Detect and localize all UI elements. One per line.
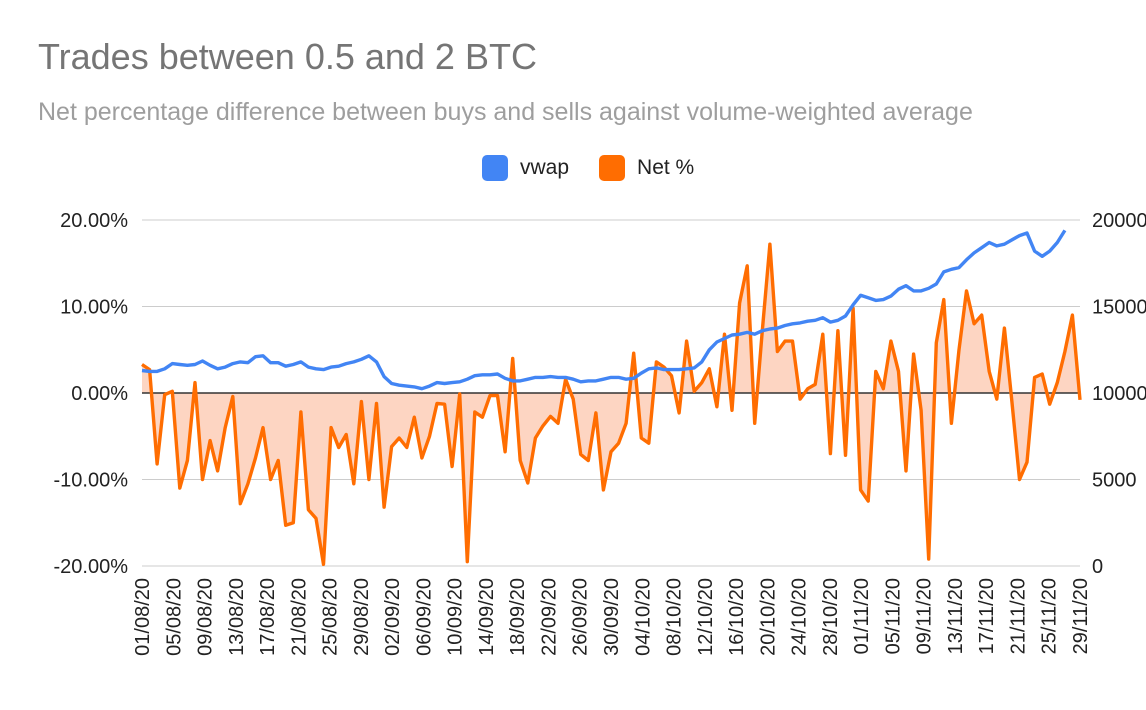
- legend: vwap Net %: [482, 153, 724, 183]
- x-tick-label: 30/09/20: [601, 578, 623, 656]
- x-tick-label: 29/11/20: [1070, 578, 1092, 654]
- series-line-net: [141, 242, 1082, 566]
- x-tick-label: 21/11/20: [1008, 578, 1030, 654]
- x-tick-label: 21/08/20: [288, 578, 310, 656]
- legend-label-vwap: vwap: [520, 156, 570, 179]
- x-tick-label: 22/09/20: [539, 578, 561, 656]
- x-tick-label: 26/09/20: [570, 578, 592, 656]
- y-right-tick-label: 10000: [1092, 383, 1146, 405]
- x-tick-label: 04/10/20: [632, 578, 654, 656]
- legend-item-vwap[interactable]: vwap: [482, 155, 569, 181]
- x-tick-label: 17/08/20: [257, 578, 279, 656]
- x-tick-label: 13/08/20: [226, 578, 248, 656]
- x-tick-label: 10/09/20: [445, 578, 467, 656]
- x-tick-label: 17/11/20: [976, 578, 998, 654]
- legend-label-net: Net %: [637, 156, 695, 179]
- chart-subtitle: Net percentage difference between buys a…: [38, 98, 973, 126]
- x-tick-label: 16/10/20: [726, 578, 748, 656]
- x-tick-label: 24/10/20: [789, 578, 811, 656]
- y-left-tick-label: 10.00%: [60, 297, 128, 319]
- x-tick-label: 29/08/20: [351, 578, 373, 656]
- y-left-tick-label: 20.00%: [60, 210, 128, 232]
- x-tick-label: 05/08/20: [163, 578, 185, 656]
- x-tick-label: 08/10/20: [664, 578, 686, 656]
- legend-swatch-net: [599, 155, 626, 181]
- y-left-tick-label: 0.00%: [71, 383, 128, 405]
- chart-title: Trades between 0.5 and 2 BTC: [38, 36, 537, 77]
- x-tick-label: 01/08/20: [132, 578, 154, 656]
- net-area-fill: [142, 244, 1080, 565]
- x-tick-label: 02/09/20: [382, 578, 404, 656]
- legend-swatch-vwap: [482, 155, 508, 181]
- x-tick-label: 06/09/20: [413, 578, 435, 656]
- x-tick-label: 28/10/20: [820, 578, 842, 656]
- x-tick-label: 05/11/20: [882, 578, 904, 654]
- series-line-vwap: [141, 229, 1067, 391]
- x-tick-label: 13/11/20: [945, 578, 967, 654]
- x-tick-label: 25/08/20: [320, 578, 342, 656]
- y-right-tick-label: 0: [1092, 556, 1103, 578]
- x-tick-label: 25/11/20: [1039, 578, 1061, 654]
- x-tick-label: 20/10/20: [757, 578, 779, 656]
- x-tick-label: 14/09/20: [476, 578, 498, 656]
- y-right-tick-label: 5000: [1092, 470, 1137, 492]
- x-tick-label: 09/08/20: [195, 578, 217, 656]
- x-tick-label: 12/10/20: [695, 578, 717, 656]
- y-right-tick-label: 20000: [1092, 210, 1146, 232]
- y-left-tick-label: -10.00%: [54, 470, 129, 492]
- y-right-tick-label: 15000: [1092, 297, 1146, 319]
- y-left-tick-label: -20.00%: [54, 556, 129, 578]
- legend-item-net[interactable]: Net %: [599, 155, 694, 181]
- x-tick-label: 18/09/20: [507, 578, 529, 656]
- x-tick-label: 09/11/20: [914, 578, 936, 654]
- x-tick-label: 01/11/20: [851, 578, 873, 654]
